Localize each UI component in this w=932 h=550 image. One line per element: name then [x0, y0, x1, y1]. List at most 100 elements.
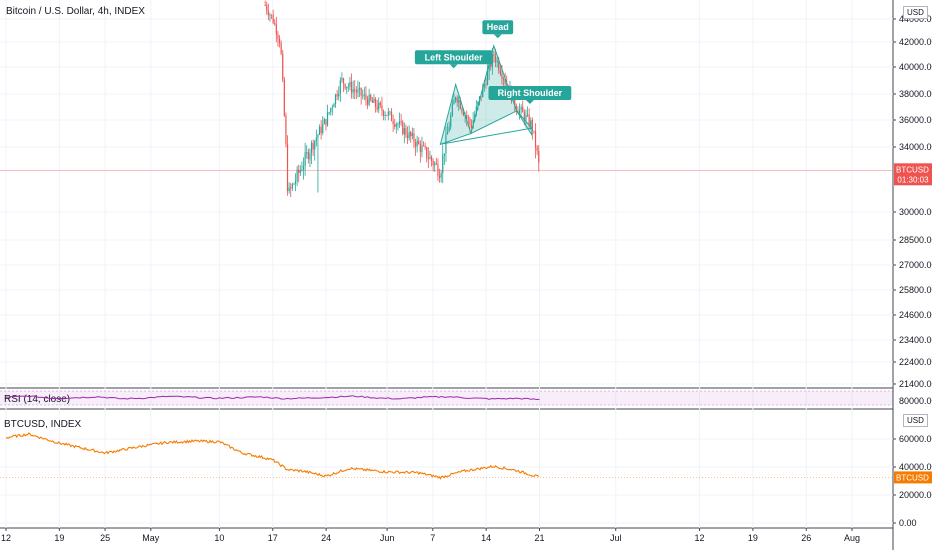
candle [384, 111, 386, 121]
candle-body [454, 97, 457, 101]
x-tick-label: 17 [268, 533, 278, 543]
candle [429, 150, 431, 160]
currency-selector-top[interactable]: USD [903, 6, 928, 19]
x-tick-label: 21 [535, 533, 545, 543]
candle-body [435, 163, 437, 165]
candle [438, 168, 441, 183]
x-tick-label: 10 [214, 533, 224, 543]
price-tag-bg [894, 163, 932, 186]
candle [506, 75, 508, 87]
candle [336, 89, 338, 101]
candle-body [309, 153, 311, 160]
candle [350, 73, 353, 99]
candle-body [387, 111, 389, 116]
candle [418, 137, 420, 145]
currency-selector-bottom[interactable]: USD [903, 414, 928, 427]
candle-body [336, 94, 338, 97]
candle-body [488, 63, 490, 72]
candle-body [450, 115, 452, 128]
candle-body [405, 127, 407, 136]
candle [373, 94, 375, 104]
compare-tick-label: 60000.00 [899, 434, 932, 444]
candle-body [410, 132, 412, 137]
candle-body [360, 87, 362, 96]
candle [269, 12, 271, 22]
candle [334, 93, 337, 108]
candle-body [389, 111, 391, 113]
candle [347, 82, 349, 92]
candle-body [264, 5, 266, 6]
candle-body [413, 133, 415, 143]
candle-body [408, 132, 410, 139]
candle-body [486, 71, 489, 85]
candle-body [275, 24, 277, 35]
candle [424, 142, 426, 150]
candle-body [485, 84, 487, 86]
x-tick-label: 19 [54, 533, 64, 543]
candle-body [322, 124, 324, 134]
candle-body [445, 134, 447, 154]
candle-body [506, 83, 508, 86]
y-tick-label: 22400.00 [899, 357, 932, 367]
candle [285, 112, 287, 148]
candle-body [451, 104, 453, 116]
compare-tick-label: 20000.00 [899, 490, 932, 500]
candle [317, 133, 319, 193]
candle-body [432, 161, 434, 166]
candle-body [386, 115, 388, 116]
candle-body [406, 135, 409, 139]
candle-body [384, 115, 386, 116]
candle-body [283, 80, 285, 116]
candle-body [448, 127, 450, 132]
candle [440, 169, 442, 183]
annotation-right-shoulder-pointer [525, 100, 534, 104]
candle-body [394, 123, 396, 127]
candle-body [502, 78, 505, 80]
candle [403, 122, 405, 144]
candle [371, 96, 373, 103]
candle [394, 118, 396, 130]
candle-body [339, 80, 341, 94]
candle [536, 145, 538, 156]
candle [368, 88, 370, 107]
candle-body [278, 38, 281, 43]
candle [294, 173, 297, 192]
candle-body [461, 108, 463, 112]
annotation-left-shoulder-pointer [449, 64, 458, 69]
candle [480, 96, 482, 102]
candle [398, 112, 401, 128]
candle-body [354, 89, 356, 91]
candle [395, 122, 397, 134]
candle [408, 125, 410, 141]
candle-body [334, 94, 337, 105]
candle [278, 35, 281, 48]
annotation-head-bg [482, 20, 514, 35]
candle-body [325, 119, 327, 126]
candle [360, 87, 362, 105]
candle [448, 121, 450, 133]
candle [275, 16, 277, 43]
candle [293, 182, 295, 185]
candle-body [414, 142, 417, 147]
candle [432, 158, 434, 172]
candle-body [493, 54, 495, 56]
candle [362, 89, 364, 100]
y-tick-label: 36000.00 [899, 115, 932, 125]
candle [346, 86, 348, 95]
candle-body [429, 156, 431, 159]
candle [378, 97, 380, 114]
candle-body [277, 34, 279, 39]
candle-body [402, 122, 404, 135]
candle-body [307, 152, 309, 160]
candle-body [490, 63, 492, 67]
y-tick-label: 25800.00 [899, 285, 932, 295]
candle-body [272, 15, 274, 23]
compare-tick-label: 40000.00 [899, 462, 932, 472]
y-tick-label: 30000.00 [899, 207, 932, 217]
candle-body [320, 126, 322, 134]
candle [286, 135, 289, 196]
candle-body [416, 140, 418, 147]
candle [320, 120, 322, 140]
candle-body [366, 99, 369, 105]
candle [445, 126, 447, 162]
